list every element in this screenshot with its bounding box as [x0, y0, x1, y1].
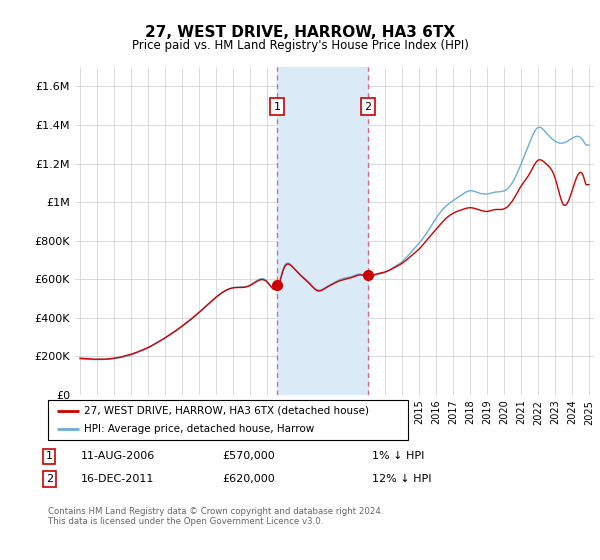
Text: 12% ↓ HPI: 12% ↓ HPI — [372, 474, 431, 484]
Text: 1% ↓ HPI: 1% ↓ HPI — [372, 451, 424, 461]
Text: £570,000: £570,000 — [222, 451, 275, 461]
Text: 11-AUG-2006: 11-AUG-2006 — [81, 451, 155, 461]
Text: 16-DEC-2011: 16-DEC-2011 — [81, 474, 154, 484]
Text: £620,000: £620,000 — [222, 474, 275, 484]
Bar — [277, 67, 368, 395]
Text: 1: 1 — [46, 451, 53, 461]
FancyBboxPatch shape — [48, 400, 408, 440]
Text: 27, WEST DRIVE, HARROW, HA3 6TX (detached house): 27, WEST DRIVE, HARROW, HA3 6TX (detache… — [84, 406, 369, 416]
Text: 27, WEST DRIVE, HARROW, HA3 6TX: 27, WEST DRIVE, HARROW, HA3 6TX — [145, 25, 455, 40]
Text: 2: 2 — [364, 101, 371, 111]
Text: Contains HM Land Registry data © Crown copyright and database right 2024.
This d: Contains HM Land Registry data © Crown c… — [48, 507, 383, 526]
Text: Price paid vs. HM Land Registry's House Price Index (HPI): Price paid vs. HM Land Registry's House … — [131, 39, 469, 52]
Text: 2: 2 — [46, 474, 53, 484]
Text: 1: 1 — [274, 101, 281, 111]
Text: HPI: Average price, detached house, Harrow: HPI: Average price, detached house, Harr… — [84, 424, 314, 434]
